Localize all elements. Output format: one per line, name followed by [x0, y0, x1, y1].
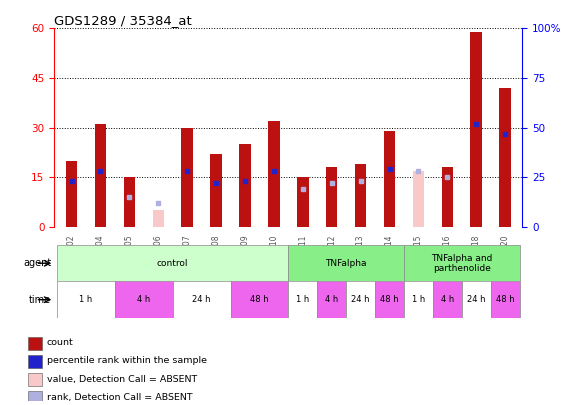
Text: 24 h: 24 h: [351, 295, 370, 304]
Text: agent: agent: [23, 258, 51, 268]
Bar: [462, 281, 490, 318]
Text: 1 h: 1 h: [412, 295, 425, 304]
Bar: [375, 281, 404, 318]
Bar: [384, 131, 395, 227]
Bar: [433, 281, 462, 318]
Bar: [490, 281, 520, 318]
Bar: [182, 128, 193, 227]
Bar: [404, 245, 520, 281]
Bar: [268, 121, 280, 227]
Text: TNFalpha: TNFalpha: [325, 259, 367, 268]
Bar: [288, 281, 317, 318]
Bar: [471, 32, 482, 227]
Bar: [297, 177, 308, 227]
Text: TNFalpha and
parthenolide: TNFalpha and parthenolide: [431, 254, 492, 273]
Text: 4 h: 4 h: [137, 295, 151, 304]
Text: value, Detection Call = ABSENT: value, Detection Call = ABSENT: [47, 375, 197, 384]
Bar: [404, 281, 433, 318]
Bar: [326, 167, 337, 227]
Text: control: control: [157, 259, 188, 268]
Text: percentile rank within the sample: percentile rank within the sample: [47, 356, 207, 365]
Bar: [57, 245, 288, 281]
Bar: [173, 281, 231, 318]
Bar: [95, 124, 106, 227]
Text: count: count: [47, 338, 74, 347]
Bar: [346, 281, 375, 318]
Bar: [28, 355, 42, 368]
Bar: [355, 164, 367, 227]
Bar: [152, 210, 164, 227]
Bar: [210, 154, 222, 227]
Bar: [28, 392, 42, 405]
Bar: [28, 337, 42, 350]
Text: 48 h: 48 h: [380, 295, 399, 304]
Bar: [239, 144, 251, 227]
Text: 4 h: 4 h: [441, 295, 454, 304]
Bar: [500, 88, 511, 227]
Text: 1 h: 1 h: [296, 295, 309, 304]
Text: 24 h: 24 h: [467, 295, 485, 304]
Text: 4 h: 4 h: [325, 295, 339, 304]
Text: time: time: [29, 295, 51, 305]
Bar: [66, 161, 77, 227]
Bar: [441, 167, 453, 227]
Bar: [57, 281, 115, 318]
Text: 48 h: 48 h: [496, 295, 514, 304]
Bar: [317, 281, 346, 318]
Text: 24 h: 24 h: [192, 295, 211, 304]
Text: 48 h: 48 h: [250, 295, 269, 304]
Text: 1 h: 1 h: [79, 295, 93, 304]
Bar: [123, 177, 135, 227]
Text: rank, Detection Call = ABSENT: rank, Detection Call = ABSENT: [47, 393, 192, 402]
Bar: [288, 245, 404, 281]
Bar: [115, 281, 173, 318]
Bar: [413, 171, 424, 227]
Bar: [28, 373, 42, 386]
Bar: [231, 281, 288, 318]
Text: GDS1289 / 35384_at: GDS1289 / 35384_at: [54, 14, 192, 27]
